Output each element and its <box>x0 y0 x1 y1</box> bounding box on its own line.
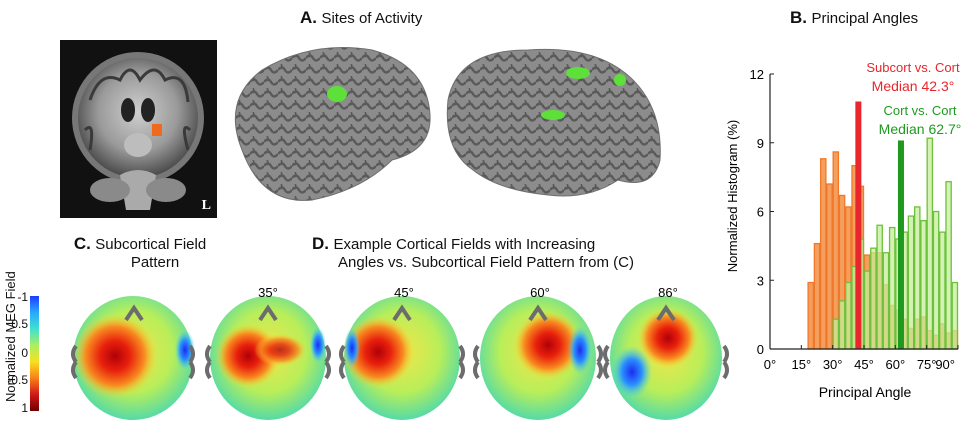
mri-coronal-slice: L <box>60 40 217 218</box>
y-tick-label: 3 <box>757 273 764 288</box>
subcortical-site-marker <box>152 124 162 136</box>
panel-b-letter: B. <box>790 8 807 27</box>
x-tick-label: 60° <box>885 357 905 372</box>
mri-side-label: L <box>201 198 211 213</box>
panel-b-header: B. Principal Angles <box>790 8 918 28</box>
colorbar-ticks: -1 0.5 0 -0.5 1 <box>6 290 28 415</box>
median-line-series-2 <box>897 140 904 349</box>
cortical-site-3 <box>614 74 626 86</box>
panel-c-letter: C. <box>73 234 91 253</box>
inflated-cortex-left <box>234 47 431 201</box>
head-topography-1 <box>71 296 195 420</box>
inflated-cortex-right <box>446 48 661 197</box>
ear-icon <box>71 344 78 380</box>
angle-label: 60° <box>530 285 550 300</box>
y-tick-label: 12 <box>750 67 764 82</box>
x-axis-label: Principal Angle <box>819 384 912 400</box>
y-axis-label: Normalized Histogram (%) <box>725 120 740 272</box>
nose-icon <box>124 304 144 322</box>
head-topography-5 <box>603 296 729 420</box>
y-tick-label: 9 <box>757 136 764 151</box>
mri-brain-image <box>72 52 204 210</box>
colorbar <box>30 296 39 411</box>
x-tick-label: 15° <box>791 357 811 372</box>
panel-d-header: D. Example Cortical Fields with Increasi… <box>312 234 634 271</box>
angle-label: 35° <box>258 285 278 300</box>
nose-icon <box>528 304 548 322</box>
colorbar-tick: 0.5 <box>11 317 28 331</box>
x-tick-label: 30° <box>823 357 843 372</box>
panel-a-title: Sites of Activity <box>321 10 423 27</box>
panel-a-letter: A. <box>300 8 317 27</box>
series-2-name: Cort vs. Cort <box>884 103 957 118</box>
ear-icon <box>188 344 195 380</box>
x-tick-label: 75° <box>917 357 937 372</box>
x-tick-label: 45° <box>854 357 874 372</box>
nose-icon <box>392 304 412 322</box>
angle-label: 86° <box>658 285 678 300</box>
median-line-series-1 <box>855 101 862 349</box>
y-tick-label: 0 <box>757 342 764 357</box>
panel-b-title: Principal Angles <box>811 10 919 27</box>
y-tick-label: 6 <box>757 205 764 220</box>
colorbar-tick: 0 <box>21 346 28 360</box>
cortical-site-2 <box>566 67 590 79</box>
panel-c-title-line2: Pattern <box>130 254 180 271</box>
angle-label: 45° <box>394 285 414 300</box>
nose-icon <box>258 304 278 322</box>
panel-a-header: A. Sites of Activity <box>300 8 422 28</box>
ear-icon <box>324 344 331 380</box>
head-topography-4 <box>473 296 603 420</box>
series-2-median-label: Median 62.7° <box>879 121 962 137</box>
panel-d-title-line2: Angles vs. Subcortical Field Pattern fro… <box>338 254 634 271</box>
ear-icon <box>458 344 465 380</box>
colorbar-tick: 1 <box>21 401 28 415</box>
colorbar-tick: -0.5 <box>7 373 28 387</box>
panel-c-title-line1: Subcortical Field <box>95 236 207 253</box>
ear-icon <box>339 344 346 380</box>
x-tick-label: 0° <box>764 357 776 372</box>
head-topography-3 <box>339 296 465 420</box>
series-1-name: Subcort vs. Cort <box>866 60 960 75</box>
ear-icon <box>722 344 729 380</box>
nose-icon <box>656 304 676 322</box>
cortical-site-1 <box>327 86 347 102</box>
head-topography-2 <box>205 296 331 420</box>
ear-icon <box>596 344 603 380</box>
ear-icon <box>205 344 212 380</box>
x-tick-label: 90° <box>935 357 955 372</box>
panel-c-header: C. Subcortical Field Pattern <box>60 234 220 271</box>
panel-d-title-line1: Example Cortical Fields with Increasing <box>333 236 596 253</box>
ear-icon <box>473 344 480 380</box>
series-1-median-label: Median 42.3° <box>872 78 955 94</box>
cortical-site-4 <box>541 110 565 120</box>
colorbar-tick: -1 <box>17 290 28 304</box>
ear-icon <box>603 344 610 380</box>
panel-d-letter: D. <box>312 234 329 253</box>
